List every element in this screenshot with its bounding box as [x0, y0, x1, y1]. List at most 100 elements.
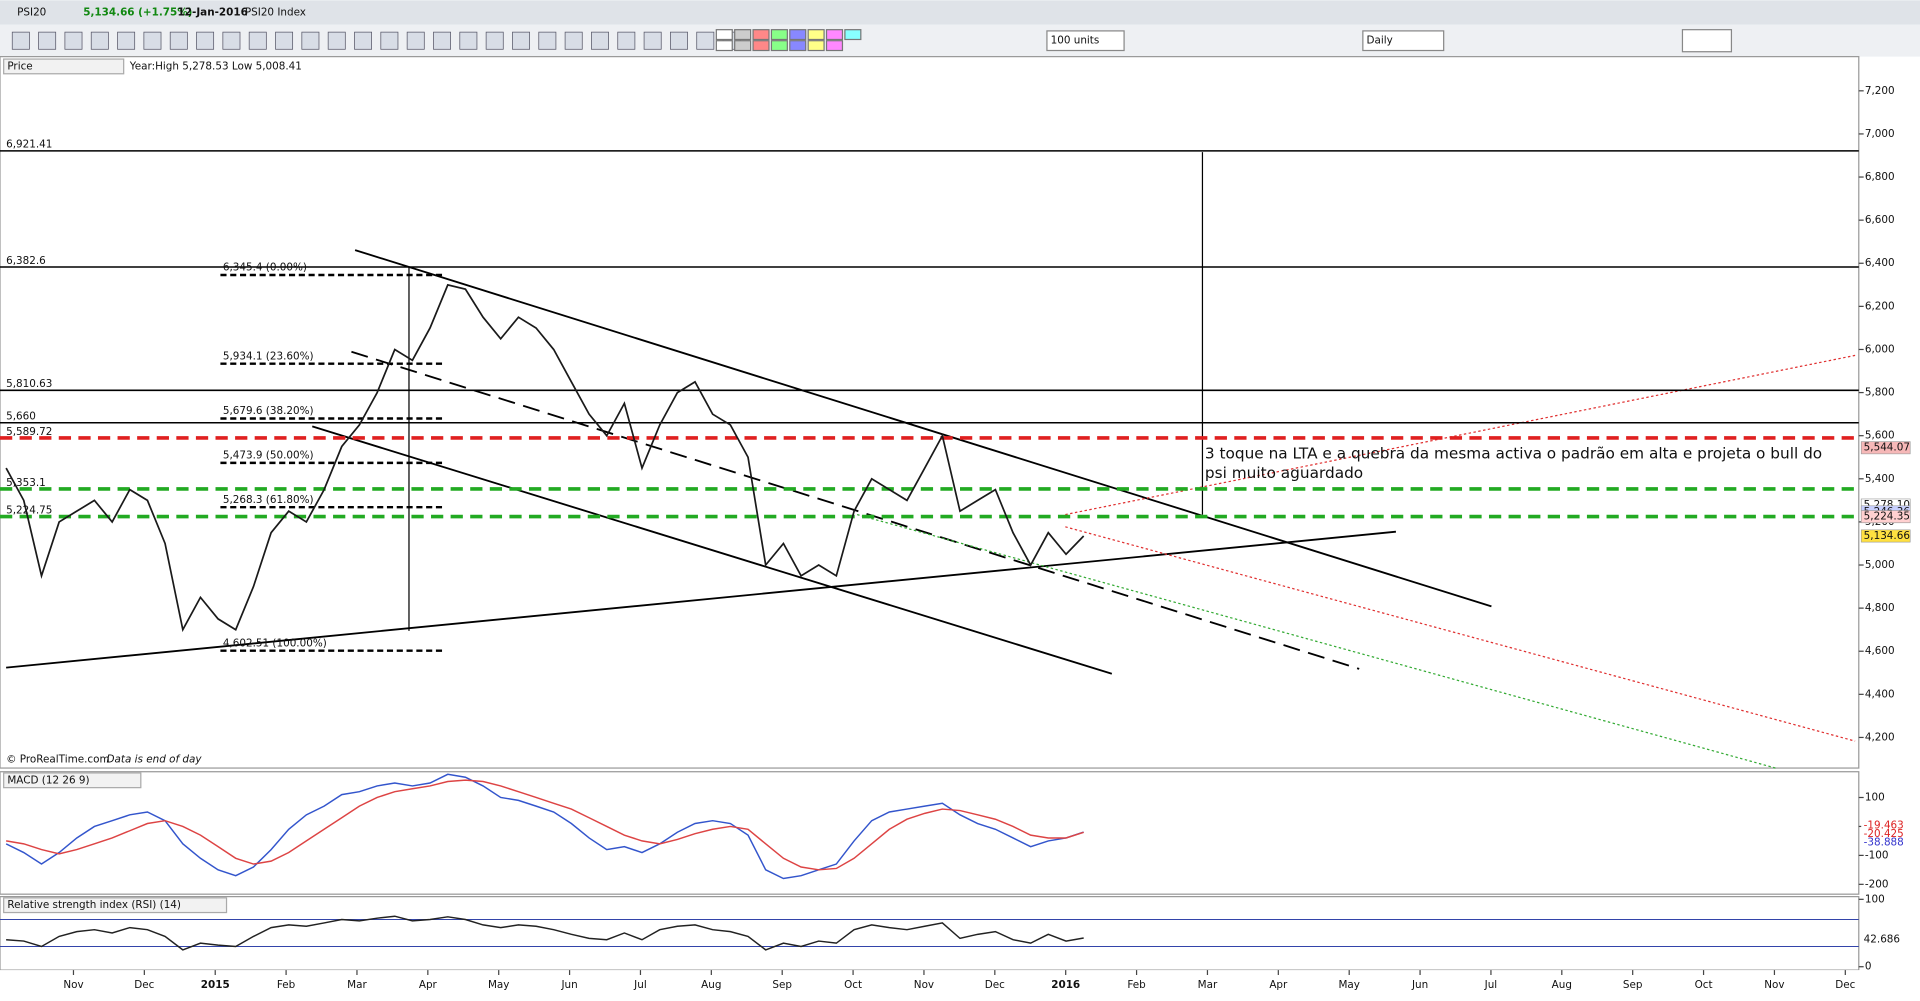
tool-icon[interactable]: [117, 31, 136, 50]
color-swatch[interactable]: [752, 40, 770, 52]
tool-icon[interactable]: [327, 31, 346, 50]
price-tag-label: 5,134.66: [1864, 530, 1910, 542]
price-subtitle: Year:High 5,278.53 Low 5,008.41: [129, 60, 302, 72]
period-label: Daily: [1367, 35, 1393, 47]
tool-icon[interactable]: [275, 31, 294, 50]
units-select[interactable]: [1046, 30, 1125, 52]
fib-label: 5,934.1 (23.60%): [223, 350, 314, 362]
color-swatch[interactable]: [789, 40, 807, 52]
series-line: [6, 779, 1084, 871]
rsi-panel: [0, 896, 1860, 971]
y-tick-label: 7,200: [1865, 85, 1895, 97]
period-select[interactable]: [1362, 30, 1445, 52]
tool-icon[interactable]: [670, 31, 688, 50]
tool-icon[interactable]: [564, 31, 583, 50]
tool-icon[interactable]: [485, 31, 504, 50]
toolbar: [0, 24, 1920, 57]
tool-icon[interactable]: [406, 31, 425, 50]
y-tick-label: 6,200: [1865, 300, 1895, 312]
color-swatch[interactable]: [825, 29, 844, 41]
macd-header: [3, 772, 142, 789]
y-tick-label: 5,600: [1865, 430, 1895, 442]
color-swatch[interactable]: [807, 29, 825, 41]
fib-label: 5,268.3 (61.80%): [223, 494, 314, 506]
y-tick-label: 5,000: [1865, 559, 1895, 571]
chart-style-button[interactable]: [1681, 29, 1733, 53]
annotation: 3 toque na LTA e a quebra da mesma activ…: [1204, 443, 1823, 482]
tool-icon[interactable]: [196, 31, 215, 50]
y-tick-label: -100: [1865, 849, 1889, 861]
tool-icon[interactable]: [11, 31, 30, 50]
tool-icon[interactable]: [90, 31, 109, 50]
tool-icon[interactable]: [248, 31, 267, 50]
price-tag-label: 5,224.35: [1864, 511, 1910, 523]
tool-icon[interactable]: [169, 31, 188, 50]
x-tick-label: Aug: [1552, 979, 1572, 991]
instrument-name: PSI20 Index: [245, 7, 306, 19]
price-tag: [1860, 529, 1911, 543]
color-swatch[interactable]: [752, 29, 770, 41]
color-swatch[interactable]: [789, 29, 807, 41]
x-tick-label: Jul: [1484, 979, 1498, 991]
symbol[interactable]: PSI20: [17, 7, 46, 19]
tool-icon[interactable]: [591, 31, 609, 50]
tool-icon[interactable]: [38, 31, 57, 50]
price-header: [3, 58, 125, 75]
price-tag: [1860, 510, 1911, 524]
tool-icon[interactable]: [301, 31, 320, 50]
value-tag-label: -20.425: [1864, 828, 1904, 840]
y-tick-label: 0: [1865, 961, 1872, 973]
rsi-header: [3, 897, 228, 914]
tool-icon[interactable]: [354, 31, 372, 50]
tool-icon[interactable]: [459, 31, 478, 50]
y-tick-label: 6,600: [1865, 214, 1895, 226]
quote: 5,134.66 (+1.75%): [83, 7, 192, 19]
x-tick-label: Nov: [63, 979, 83, 991]
color-swatch[interactable]: [715, 40, 733, 52]
color-swatch[interactable]: [770, 29, 788, 41]
trend-line: [354, 249, 1492, 608]
value-tag-label: -19.463: [1864, 820, 1904, 832]
y-tick-label: 6,000: [1865, 343, 1895, 355]
tool-icon[interactable]: [380, 31, 399, 50]
tool-icon[interactable]: [643, 31, 662, 50]
color-swatch[interactable]: [844, 29, 862, 41]
color-swatch[interactable]: [734, 29, 752, 41]
tool-icon[interactable]: [512, 31, 530, 50]
x-tick-label: Sep: [1623, 979, 1643, 991]
x-tick-label: Nov: [914, 979, 934, 991]
x-tick-label: Dec: [985, 979, 1005, 991]
level-label: 6,921.41: [6, 139, 52, 151]
level-label: 5,589.72: [6, 426, 52, 438]
tool-icon[interactable]: [696, 31, 715, 50]
y-tick-label: 5,800: [1865, 387, 1895, 399]
y-tick-label: 100: [1865, 791, 1885, 803]
x-tick-label: Oct: [1695, 979, 1713, 991]
color-swatch[interactable]: [770, 40, 788, 52]
trend-line: [311, 425, 1113, 675]
fib-label: 4,602.51 (100.00%): [223, 637, 327, 649]
color-swatch[interactable]: [825, 40, 844, 52]
tool-icon[interactable]: [538, 31, 557, 50]
tool-icon[interactable]: [64, 31, 83, 50]
color-swatch[interactable]: [807, 40, 825, 52]
y-tick-label: 5,400: [1865, 473, 1895, 485]
price-tag-label: 5,278.10: [1864, 499, 1910, 511]
y-tick-label: 4,800: [1865, 602, 1895, 614]
date: 12-Jan-2016: [178, 7, 248, 19]
y-tick-label: -200: [1865, 878, 1889, 890]
y-tick-label: 4,200: [1865, 731, 1895, 743]
tool-icon[interactable]: [222, 31, 241, 50]
tool-icon[interactable]: [433, 31, 451, 50]
footer-note: Data is end of day: [107, 753, 203, 765]
level-label: 5,810.63: [6, 378, 52, 390]
level-label: 6,382.6: [6, 255, 46, 267]
x-axis: [0, 970, 1920, 1001]
tool-icon[interactable]: [617, 31, 636, 50]
color-swatch[interactable]: [734, 40, 752, 52]
value-tag: [1861, 837, 1911, 848]
color-swatch[interactable]: [715, 29, 733, 41]
tool-icon[interactable]: [143, 31, 162, 50]
price-tag: [1860, 441, 1911, 455]
